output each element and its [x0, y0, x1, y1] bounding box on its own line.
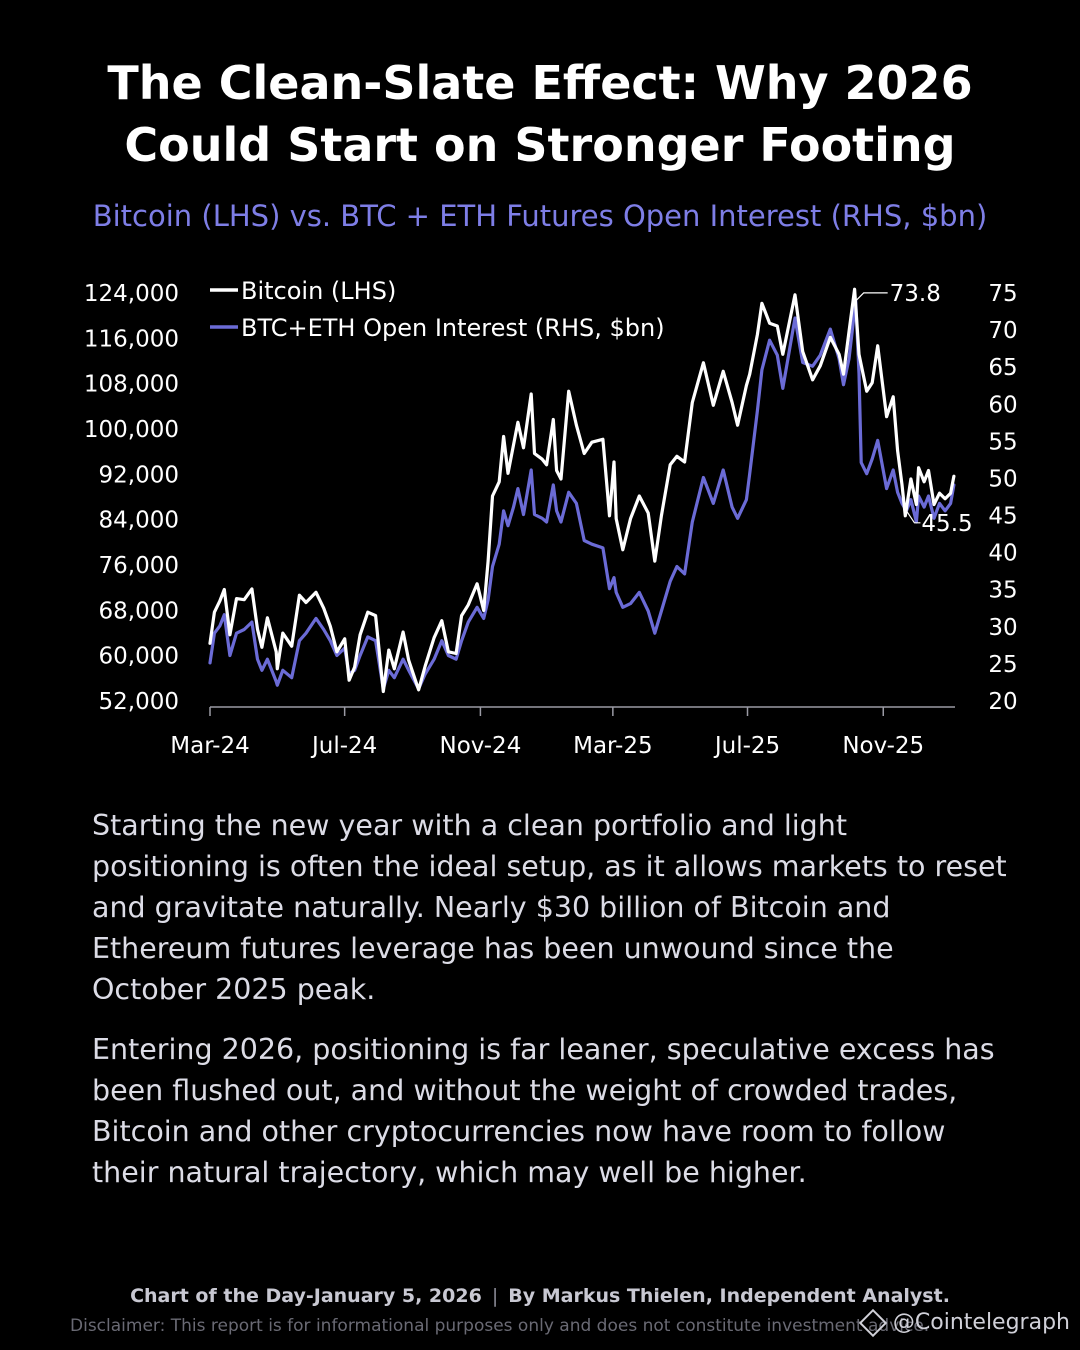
chart-title: The Clean-Slate Effect: Why 2026 Could S…: [0, 52, 1080, 176]
body-paragraph-1: Starting the new year with a clean portf…: [92, 809, 1007, 1006]
right-axis-tick-label: 45: [988, 504, 1017, 530]
x-tick-label: Mar-24: [170, 733, 250, 759]
author-credit: By Markus Thielen, Independent Analyst.: [508, 1285, 950, 1307]
annotation-label-peak: 73.8: [890, 281, 941, 307]
left-axis-tick-label: 76,000: [99, 553, 179, 579]
body-paragraph-2: Entering 2026, positioning is far leaner…: [92, 1033, 995, 1189]
chart-legend: Bitcoin (LHS) BTC+ETH Open Interest (RHS,…: [210, 277, 665, 342]
cointelegraph-logo-icon: [858, 1308, 888, 1337]
open-interest-series-line: [208, 299, 956, 691]
chart-annotations: 73.8 45.5: [855, 281, 973, 537]
title-line-2: Could Start on Stronger Footing: [124, 118, 956, 172]
cointelegraph-logo: @Cointelegraph: [858, 1308, 1070, 1337]
chart: Mar-24 Jul-24 Nov-24 Mar-25 Jul-25 Nov-25 124,…: [84, 277, 1018, 759]
annotation-leader-low: [905, 510, 921, 524]
right-axis-tick-label: 75: [988, 281, 1017, 307]
right-axis-tick-label: 30: [988, 615, 1017, 641]
left-axis-tick-label: 124,000: [84, 281, 179, 307]
left-axis-tick-label: 60,000: [99, 644, 179, 670]
left-axis-tick-label: 100,000: [84, 417, 179, 443]
x-tick-label: Nov-25: [842, 733, 924, 759]
right-axis-tick-label: 50: [988, 466, 1017, 492]
left-axis-tick-label: 68,000: [99, 598, 179, 624]
annotation-label-low: 45.5: [921, 511, 972, 537]
chart-subtitle: Bitcoin (LHS) vs. BTC + ETH Futures Open…: [92, 199, 988, 233]
chart-axes: Mar-24 Jul-24 Nov-24 Mar-25 Jul-25 Nov-25 124,…: [84, 281, 1018, 759]
chart-of-the-day-label: Chart of the Day-January 5, 2026: [130, 1285, 482, 1307]
right-axis-tick-label: 70: [988, 318, 1017, 344]
chart-series: [208, 287, 956, 694]
disclaimer: Disclaimer: This report is for informati…: [70, 1316, 930, 1336]
x-tick-label: Mar-25: [573, 733, 653, 759]
right-axis-tick-label: 40: [988, 541, 1017, 567]
x-tick-label: Nov-24: [439, 733, 521, 759]
left-axis-tick-label: 108,000: [84, 372, 179, 398]
legend-label-open-interest: BTC+ETH Open Interest (RHS, $bn): [241, 314, 665, 342]
right-axis-tick-label: 65: [988, 355, 1017, 381]
right-axis-tick-label: 60: [988, 392, 1017, 418]
annotation-leader-peak: [855, 292, 888, 302]
bitcoin-series-line: [208, 287, 956, 694]
x-tick-label: Jul-25: [713, 733, 780, 759]
legend-label-bitcoin: Bitcoin (LHS): [241, 277, 396, 305]
left-axis-tick-label: 92,000: [99, 462, 179, 488]
x-tick-label: Jul-24: [310, 733, 377, 759]
title-line-1: The Clean-Slate Effect: Why 2026: [107, 56, 973, 110]
left-axis-tick-label: 116,000: [84, 326, 179, 352]
right-axis-tick-label: 35: [988, 578, 1017, 604]
cointelegraph-logo-text: @Cointelegraph: [892, 1310, 1070, 1335]
footer-credit: Chart of the Day-January 5, 2026 | By Mark…: [0, 1285, 1080, 1307]
left-axis-tick-label: 84,000: [99, 508, 179, 534]
footer-separator: |: [491, 1285, 499, 1307]
right-axis-tick-label: 20: [988, 689, 1017, 715]
left-axis-tick-label: 52,000: [99, 689, 179, 715]
right-axis-tick-label: 55: [988, 429, 1017, 455]
right-axis-tick-label: 25: [988, 652, 1017, 678]
